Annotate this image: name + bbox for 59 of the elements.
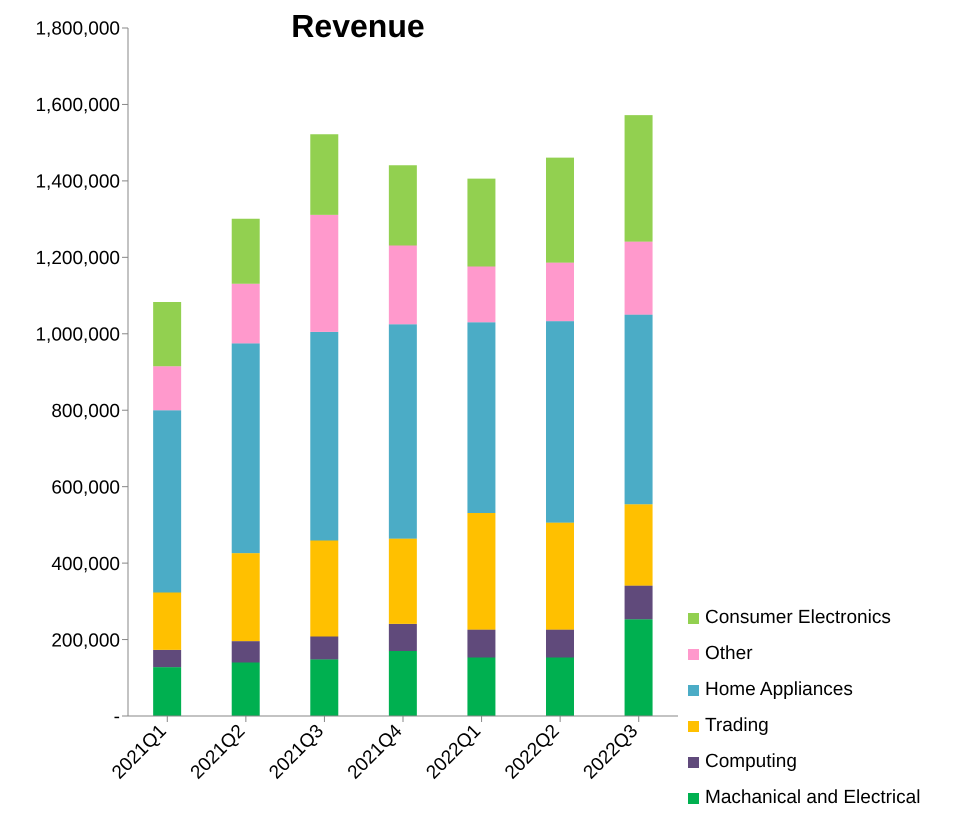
bar	[467, 630, 496, 658]
bar	[624, 314, 653, 504]
bar	[310, 332, 338, 541]
bar	[546, 321, 574, 523]
legend-label: Other	[705, 643, 753, 665]
bar	[624, 242, 653, 315]
bar	[232, 662, 260, 716]
y-tick-label: 1,200,000	[35, 248, 120, 270]
bar	[310, 214, 338, 332]
bar	[546, 262, 574, 322]
y-tick-label: 1,800,000	[35, 18, 120, 40]
bar	[232, 641, 260, 662]
bar	[153, 667, 182, 716]
bar	[232, 553, 260, 642]
bar	[388, 245, 417, 324]
legend-label: Consumer Electronics	[705, 607, 891, 629]
bar	[624, 619, 653, 716]
legend-label: Home Appliances	[705, 679, 853, 701]
chart-title: Revenue	[291, 8, 425, 44]
bar	[624, 586, 653, 620]
bar	[546, 522, 574, 630]
bar	[310, 540, 338, 636]
bar	[624, 504, 653, 586]
y-tick-label: 1,600,000	[35, 95, 120, 116]
bar	[467, 658, 496, 716]
bar	[153, 410, 182, 593]
bar	[467, 513, 496, 630]
y-tick-label: 1,000,000	[35, 324, 120, 346]
bar	[310, 636, 338, 660]
bar	[232, 343, 260, 554]
y-tick-label: 1,400,000	[35, 172, 120, 193]
bar	[388, 165, 417, 246]
bar	[546, 630, 574, 658]
bar	[467, 322, 496, 514]
bar	[388, 538, 417, 624]
y-tick-label: 800,000	[51, 400, 120, 422]
y-tick-label: -	[114, 706, 120, 728]
bar	[546, 158, 574, 263]
bar	[546, 658, 574, 716]
bar	[153, 366, 182, 410]
bar	[624, 115, 653, 242]
legend-label: Machanical and Electrical	[705, 787, 920, 809]
y-tick-label: 200,000	[51, 630, 120, 652]
y-tick-label: 600,000	[51, 477, 120, 498]
bar	[310, 134, 338, 215]
bar	[232, 284, 260, 344]
bar	[232, 218, 260, 284]
bar	[153, 650, 182, 668]
bar	[388, 624, 417, 652]
bar	[153, 302, 182, 366]
legend-label: Computing	[705, 751, 797, 773]
legend-label: Trading	[705, 715, 769, 737]
bar	[388, 651, 417, 716]
bar	[467, 266, 496, 322]
bar	[467, 178, 496, 267]
bar	[153, 592, 182, 650]
y-tick-label: 400,000	[51, 554, 120, 575]
bar	[310, 659, 338, 716]
bar	[388, 324, 417, 539]
